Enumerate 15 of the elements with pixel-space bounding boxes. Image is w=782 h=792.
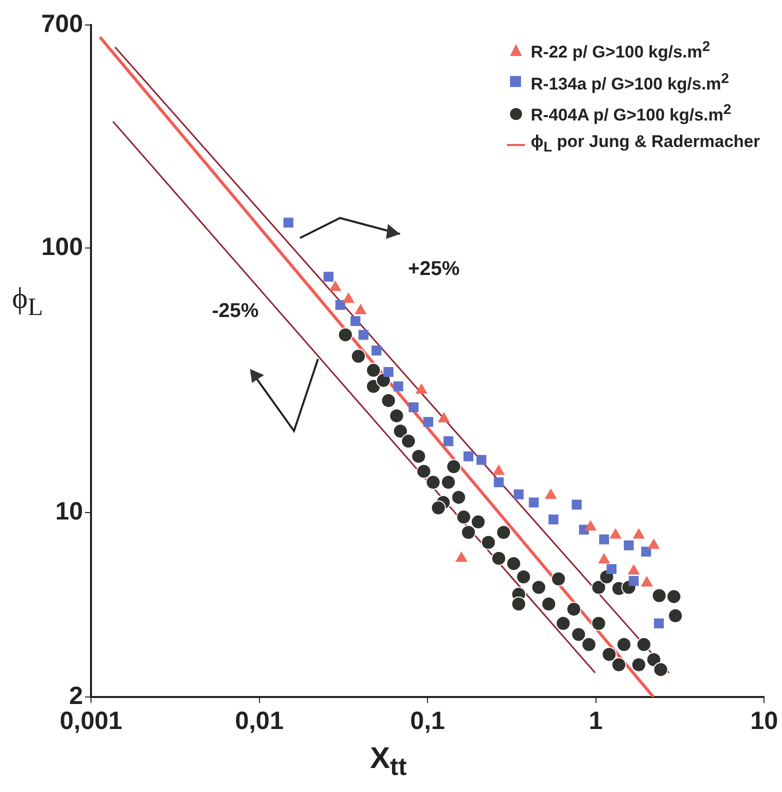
legend-label: R-134a p/ G>100 kg/s.m$^{2}$ — [530, 70, 730, 96]
x-axis-title: X$_{tt}$ — [370, 742, 407, 782]
x-tick-label: 0,01 — [234, 706, 284, 735]
x-tick-label: 10 — [750, 706, 778, 735]
y-tick-label: 10 — [55, 497, 83, 526]
x-tick-label: 1 — [588, 706, 603, 735]
legend-label: R-404A p/ G>100 kg/s.m$^{2}$ — [530, 101, 732, 127]
legend-label: R-22 p/ G>100 kg/s.m$^{2}$ — [530, 38, 710, 64]
annotation: -25% — [212, 300, 259, 323]
y-tick-label: 100 — [41, 233, 83, 262]
y-axis-title: ϕ$_{L}$ — [12, 282, 44, 322]
legend-label: ϕ$_{L}$ por Jung & Radermacher — [530, 130, 760, 158]
y-tick-label: 700 — [41, 10, 83, 38]
annotation: +25% — [408, 258, 460, 281]
x-tick-label: 0,1 — [410, 706, 446, 735]
